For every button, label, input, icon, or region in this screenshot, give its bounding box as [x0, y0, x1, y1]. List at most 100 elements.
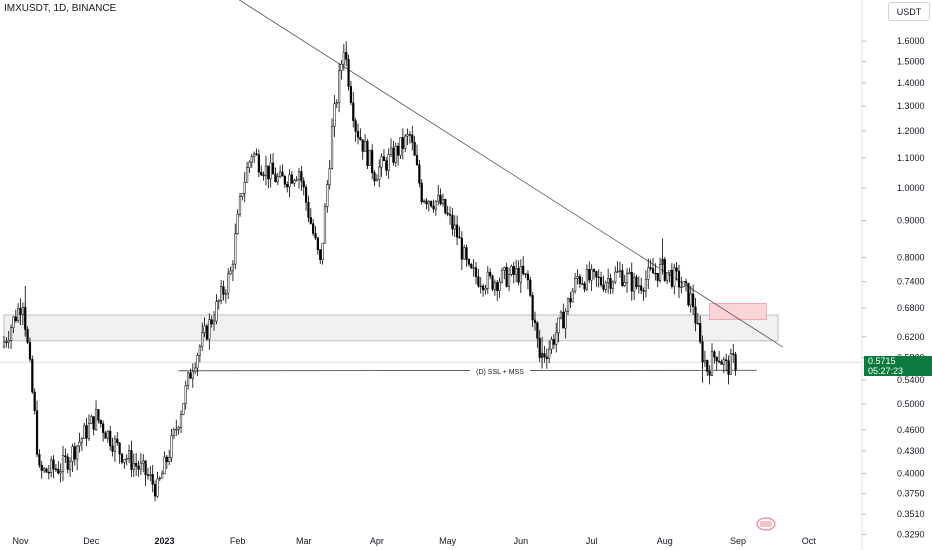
candle [123, 459, 126, 469]
candle [644, 270, 648, 298]
candle-body [295, 179, 298, 181]
candle [208, 313, 211, 350]
candle-body [595, 271, 598, 278]
candle-body [706, 360, 709, 372]
candle-body [5, 341, 8, 343]
candle-body [732, 353, 735, 355]
candle-body [550, 339, 553, 350]
candle-body [394, 145, 397, 163]
y-tick-label: 0.3750 [897, 489, 925, 499]
candle-body [430, 200, 433, 207]
candle-body [484, 287, 487, 291]
candle-body [33, 391, 36, 411]
candle-body [694, 306, 697, 324]
candle-body [545, 356, 548, 359]
price-axis[interactable]: 1.6000 1.5000 1.4000 1.3000 1.2000 1.1000 1.00… [861, 0, 925, 550]
candle [316, 236, 319, 255]
trendline[interactable] [127, 0, 784, 348]
candle-body [633, 276, 636, 292]
candle [106, 430, 109, 443]
candle-body [271, 162, 275, 175]
candle-body [722, 359, 725, 365]
candle-body [375, 179, 378, 182]
candle-body [9, 327, 13, 341]
candle-body [168, 457, 171, 463]
candle-body [623, 282, 626, 286]
candle [533, 311, 537, 331]
candle [314, 225, 317, 241]
candle [177, 425, 180, 435]
candle [649, 259, 652, 272]
candle-body [106, 430, 109, 439]
candle-body [94, 409, 98, 430]
time-axis[interactable]: Nov Dec 2023 Feb Mar Apr May Jun Jul Aug Sep Oct [13, 536, 817, 546]
candle [526, 270, 530, 290]
x-tick-label: Mar [296, 536, 312, 546]
candle [453, 215, 456, 238]
candle [309, 208, 312, 225]
candle-body [241, 193, 244, 197]
candle [543, 345, 546, 363]
candle-body [269, 162, 272, 180]
candle-body [588, 269, 591, 281]
candle-body [319, 249, 322, 260]
candle-body [529, 279, 532, 296]
candle [555, 322, 558, 353]
candle [179, 410, 183, 434]
candle [430, 200, 433, 208]
currency-button[interactable]: USDT [888, 2, 930, 21]
candle [175, 419, 178, 436]
candle-body [142, 460, 145, 464]
demand-zone[interactable] [3, 314, 779, 342]
last-price-value: 0.5715 [868, 356, 896, 367]
candle-body [385, 160, 388, 171]
candle [257, 149, 260, 178]
candle-body [489, 271, 492, 277]
candle [243, 171, 246, 203]
symbol-title[interactable]: IMXUSDT, 1D, BINANCE [4, 3, 117, 14]
candle-body [125, 458, 128, 460]
candle-body [363, 140, 367, 152]
candle [422, 199, 426, 204]
candle [583, 281, 586, 293]
candle-body [253, 153, 256, 157]
candle [574, 273, 577, 294]
candle-body [38, 454, 41, 466]
candle [663, 256, 666, 283]
candle [458, 226, 461, 239]
candle-body [673, 267, 676, 287]
candle-body [713, 351, 716, 358]
candle-body [314, 233, 317, 239]
candle-body [725, 359, 728, 362]
candle [666, 272, 669, 285]
candle [9, 324, 13, 350]
candle-body [347, 59, 350, 87]
tradingview-logo-icon[interactable] [756, 517, 776, 531]
candle [382, 149, 386, 161]
candle [585, 264, 589, 292]
candle-body [557, 317, 560, 334]
candle-body [92, 416, 95, 430]
candle [515, 259, 518, 283]
candle-body [533, 319, 537, 323]
candle [581, 276, 584, 286]
ssl-line[interactable] [178, 369, 757, 372]
candle-body [31, 358, 34, 393]
candle-body [538, 338, 541, 358]
y-tick-label: 0.5000 [897, 399, 925, 409]
candle-body [191, 371, 194, 379]
candle-body [439, 194, 442, 204]
candle-body [675, 267, 678, 272]
candle-body [186, 372, 190, 386]
candle-body [637, 285, 640, 288]
candle-body [618, 270, 622, 272]
candle-body [330, 126, 334, 169]
supply-zone[interactable] [709, 303, 767, 321]
candle [385, 157, 388, 176]
candle [437, 184, 440, 206]
candle [456, 215, 459, 246]
candle-body [224, 292, 227, 295]
candle-body [687, 282, 690, 306]
candle [484, 284, 487, 295]
